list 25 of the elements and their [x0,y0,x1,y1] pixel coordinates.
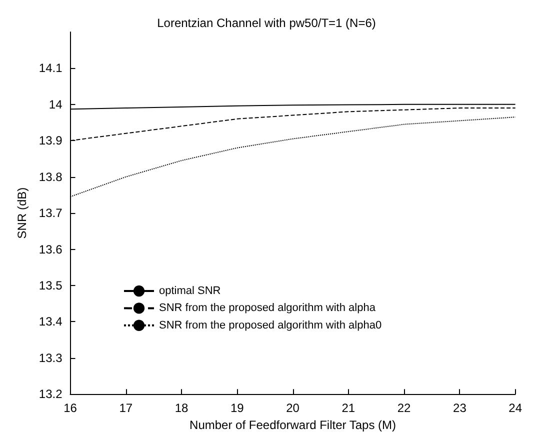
legend-label: SNR from the proposed algorithm with alpha0 [159,319,382,332]
y-tick-label: 13.3 [38,350,63,365]
x-tick-label: 22 [397,401,412,416]
x-tick-label: 16 [64,401,78,416]
y-tick-label: 14.1 [38,61,63,76]
x-tick-label: 18 [174,401,189,416]
y-tick-label: 13.7 [38,206,63,220]
y-tick-label: 13.6 [38,242,63,256]
x-tick-label: 24 [508,401,522,416]
y-tick-label: 13.4 [38,314,63,329]
x-tick-label: 19 [230,401,244,416]
chart-title: Lorentzian Channel with pw50/T=1 (N=6) [157,16,376,30]
y-axis-title: SNR (dB) [15,187,29,239]
y-tick-label: 13.9 [38,134,63,148]
x-tick-label: 17 [119,401,133,416]
y-tick-label: 13.5 [38,278,63,292]
x-tick-label: 21 [342,401,356,416]
y-tick-label: 13.2 [38,387,63,402]
x-tick-label: 20 [286,401,300,416]
y-tick-label: 13.8 [38,170,63,184]
y-tick-label: 14 [48,97,63,112]
legend-label: SNR from the proposed algorithm with alpha [159,302,376,314]
x-axis-title: Number of Feedforward Filter Taps (M) [190,418,396,432]
x-tick-label: 23 [453,401,467,416]
legend-label: optimal SNR [159,285,221,297]
